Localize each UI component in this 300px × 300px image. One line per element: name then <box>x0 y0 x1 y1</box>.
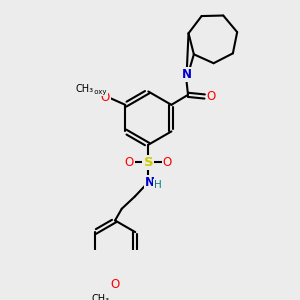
Text: O: O <box>101 91 110 104</box>
Text: CH₃: CH₃ <box>76 84 94 94</box>
Text: O: O <box>207 90 216 103</box>
Text: CH₃: CH₃ <box>92 294 110 300</box>
Text: O: O <box>110 278 120 291</box>
Text: N: N <box>182 68 192 81</box>
Text: N: N <box>145 176 155 189</box>
Text: O: O <box>163 156 172 169</box>
Text: H: H <box>154 180 161 190</box>
Text: methoxy: methoxy <box>77 89 107 95</box>
Text: S: S <box>143 156 153 169</box>
Text: O: O <box>124 156 134 169</box>
